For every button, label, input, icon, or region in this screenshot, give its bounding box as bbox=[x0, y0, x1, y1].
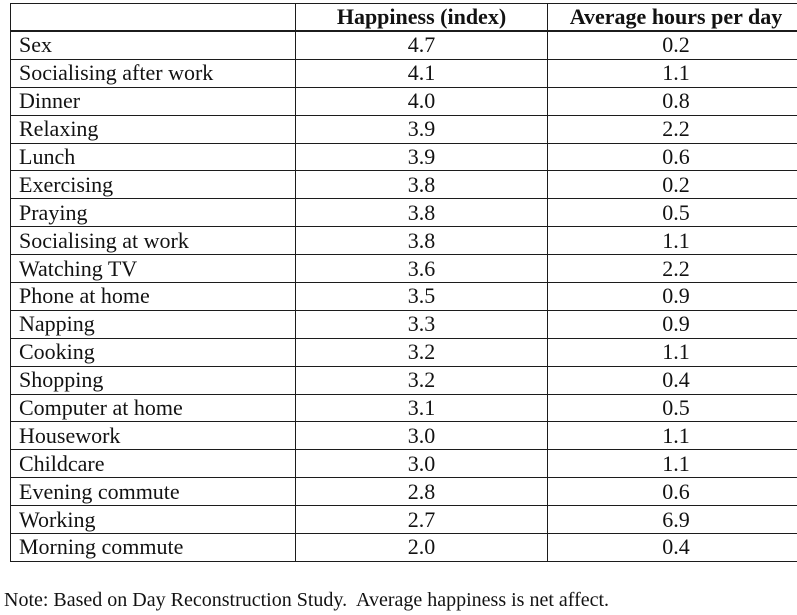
happiness-cell: 3.0 bbox=[295, 421, 548, 451]
activity-cell: Evening commute bbox=[10, 477, 296, 507]
activity-cell: Relaxing bbox=[10, 114, 296, 144]
activity-cell: Exercising bbox=[10, 170, 296, 200]
hours-cell: 0.6 bbox=[547, 142, 797, 172]
activity-cell: Dinner bbox=[10, 86, 296, 116]
hours-cell: 2.2 bbox=[547, 114, 797, 144]
activity-cell: Socialising at work bbox=[10, 226, 296, 256]
happiness-cell: 4.1 bbox=[295, 58, 548, 88]
happiness-cell: 3.9 bbox=[295, 142, 548, 172]
happiness-cell: 2.8 bbox=[295, 477, 548, 507]
table-row: Exercising 3.8 0.2 bbox=[10, 170, 797, 200]
table-row: Phone at home 3.5 0.9 bbox=[10, 282, 797, 311]
happiness-cell: 3.5 bbox=[295, 282, 548, 311]
happiness-cell: 2.7 bbox=[295, 505, 548, 535]
table-row: Socialising after work 4.1 1.1 bbox=[10, 58, 797, 88]
hours-cell: 0.5 bbox=[547, 198, 797, 228]
hours-cell: 1.1 bbox=[547, 421, 797, 451]
column-header-activity bbox=[10, 3, 296, 32]
table-row: Socialising at work 3.8 1.1 bbox=[10, 226, 797, 256]
happiness-cell: 3.2 bbox=[295, 337, 548, 367]
table-row: Evening commute 2.8 0.6 bbox=[10, 477, 797, 507]
activity-cell: Lunch bbox=[10, 142, 296, 172]
happiness-cell: 3.6 bbox=[295, 254, 548, 284]
activity-cell: Computer at home bbox=[10, 393, 296, 423]
happiness-cell: 4.7 bbox=[295, 30, 548, 60]
table-row: Cooking 3.2 1.1 bbox=[10, 337, 797, 367]
hours-cell: 1.1 bbox=[547, 226, 797, 256]
table-row: Napping 3.3 0.9 bbox=[10, 309, 797, 339]
happiness-cell: 3.8 bbox=[295, 226, 548, 256]
activity-cell: Childcare bbox=[10, 449, 296, 479]
table-row: Shopping 3.2 0.4 bbox=[10, 365, 797, 395]
table-row: Childcare 3.0 1.1 bbox=[10, 449, 797, 479]
hours-cell: 1.1 bbox=[547, 337, 797, 367]
hours-cell: 0.2 bbox=[547, 30, 797, 60]
happiness-cell: 3.3 bbox=[295, 309, 548, 339]
activity-cell: Working bbox=[10, 505, 296, 535]
table-body: Sex 4.7 0.2 Socialising after work 4.1 1… bbox=[10, 30, 797, 562]
activity-cell: Watching TV bbox=[10, 254, 296, 284]
hours-cell: 0.4 bbox=[547, 533, 797, 562]
happiness-cell: 3.1 bbox=[295, 393, 548, 423]
hours-cell: 0.9 bbox=[547, 309, 797, 339]
table-row: Watching TV 3.6 2.2 bbox=[10, 254, 797, 284]
happiness-cell: 3.8 bbox=[295, 170, 548, 200]
activity-cell: Housework bbox=[10, 421, 296, 451]
happiness-cell: 3.0 bbox=[295, 449, 548, 479]
table-footnote: Note: Based on Day Reconstruction Study.… bbox=[4, 589, 610, 611]
hours-cell: 1.1 bbox=[547, 449, 797, 479]
hours-cell: 6.9 bbox=[547, 505, 797, 535]
activity-cell: Morning commute bbox=[10, 533, 296, 562]
column-header-hours: Average hours per day bbox=[547, 3, 797, 32]
table-row: Computer at home 3.1 0.5 bbox=[10, 393, 797, 423]
activity-cell: Socialising after work bbox=[10, 58, 296, 88]
activities-happiness-table: Happiness (index) Average hours per day … bbox=[10, 3, 797, 562]
activity-cell: Shopping bbox=[10, 365, 296, 395]
hours-cell: 0.9 bbox=[547, 282, 797, 311]
activity-cell: Napping bbox=[10, 309, 296, 339]
activity-cell: Cooking bbox=[10, 337, 296, 367]
happiness-cell: 3.8 bbox=[295, 198, 548, 228]
table-row: Praying 3.8 0.5 bbox=[10, 198, 797, 228]
hours-cell: 0.6 bbox=[547, 477, 797, 507]
table-row: Lunch 3.9 0.6 bbox=[10, 142, 797, 172]
hours-cell: 2.2 bbox=[547, 254, 797, 284]
table-row: Dinner 4.0 0.8 bbox=[10, 86, 797, 116]
table-row: Working 2.7 6.9 bbox=[10, 505, 797, 535]
hours-cell: 0.2 bbox=[547, 170, 797, 200]
happiness-cell: 2.0 bbox=[295, 533, 548, 562]
hours-cell: 0.5 bbox=[547, 393, 797, 423]
activity-cell: Sex bbox=[10, 30, 296, 60]
happiness-cell: 3.9 bbox=[295, 114, 548, 144]
activity-cell: Phone at home bbox=[10, 282, 296, 311]
activity-cell: Praying bbox=[10, 198, 296, 228]
table-header: Happiness (index) Average hours per day bbox=[10, 3, 797, 32]
hours-cell: 1.1 bbox=[547, 58, 797, 88]
table-row: Housework 3.0 1.1 bbox=[10, 421, 797, 451]
table-row: Sex 4.7 0.2 bbox=[10, 30, 797, 60]
hours-cell: 0.8 bbox=[547, 86, 797, 116]
header-row: Happiness (index) Average hours per day bbox=[10, 3, 797, 32]
column-header-happiness: Happiness (index) bbox=[295, 3, 548, 32]
happiness-cell: 3.2 bbox=[295, 365, 548, 395]
table-row: Relaxing 3.9 2.2 bbox=[10, 114, 797, 144]
hours-cell: 0.4 bbox=[547, 365, 797, 395]
table-row: Morning commute 2.0 0.4 bbox=[10, 533, 797, 562]
happiness-cell: 4.0 bbox=[295, 86, 548, 116]
